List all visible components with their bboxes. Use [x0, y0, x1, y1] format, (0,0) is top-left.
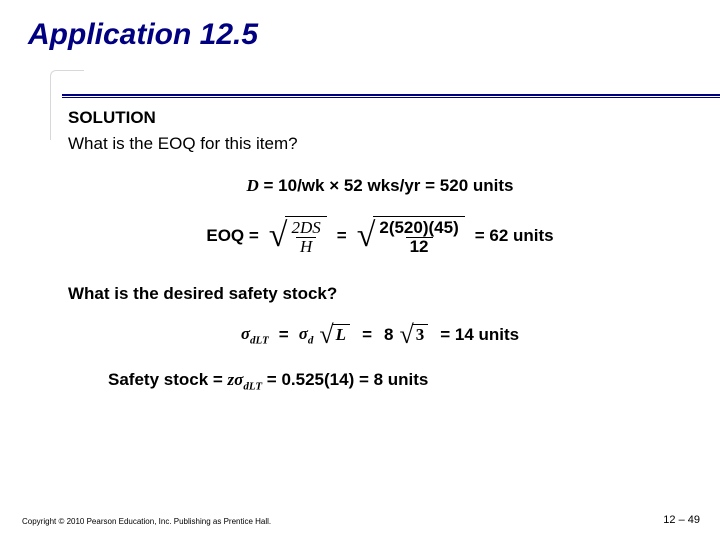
sigma-d: σd [299, 324, 314, 346]
copyright: Copyright © 2010 Pearson Education, Inc.… [22, 517, 271, 526]
L-symbol: L [332, 324, 350, 345]
sigma-symbol: σ [241, 324, 250, 343]
frac1-num: 2DS [289, 219, 322, 237]
horizontal-rule [62, 94, 720, 96]
safety-prefix: Safety stock = [108, 370, 228, 389]
eoq-label: EOQ = [206, 226, 258, 246]
content-region: SOLUTION What is the EOQ for this item? … [68, 108, 692, 500]
slide-title: Application 12.5 [28, 18, 692, 52]
three: 3 [412, 324, 429, 345]
equals-3: = [362, 325, 372, 345]
frac2-den: 12 [406, 237, 433, 256]
sigma-equation: σdLT = σd √ L = 8 √ 3 = 14 units [68, 324, 692, 346]
safety-stock-line: Safety stock = zσdLT = 0.525(14) = 8 uni… [68, 370, 692, 392]
sqrt-1: √ 2DS H [269, 216, 327, 256]
sub-dlt: dLT [250, 334, 269, 346]
d-symbol: D [247, 176, 259, 195]
eoq-equation: EOQ = √ 2DS H = √ 2(520)(45) 12 = 62 uni… [68, 216, 692, 256]
fraction-1: 2DS H [289, 219, 322, 256]
frac2-num: 2(520)(45) [377, 219, 460, 237]
d-rest: = 10/wk × 52 wks/yr = 520 units [259, 176, 514, 195]
sqrt-3: √ 3 [399, 324, 428, 345]
title-region: Application 12.5 [0, 0, 720, 58]
sigma-symbol: σ [299, 324, 308, 343]
equals-1: = [337, 226, 347, 246]
question-2: What is the desired safety stock? [68, 284, 692, 304]
demand-equation: D = 10/wk × 52 wks/yr = 520 units [68, 176, 692, 196]
page-number: 12 – 49 [663, 514, 700, 526]
frac1-den: H [296, 237, 316, 256]
equals-2: = [279, 325, 289, 345]
eight: 8 [384, 325, 393, 345]
question-1: What is the EOQ for this item? [68, 134, 692, 154]
sub-dlt-2: dLT [243, 380, 262, 392]
sigma-symbol-2: σ [234, 370, 243, 389]
solution-label: SOLUTION [68, 108, 692, 128]
fraction-2: 2(520)(45) 12 [377, 219, 460, 256]
safety-rest: = 0.525(14) = 8 units [262, 370, 428, 389]
eoq-result: = 62 units [475, 226, 554, 246]
sub-d: d [308, 334, 314, 346]
sigma-result: = 14 units [440, 325, 519, 345]
sqrt-L: √ L [319, 324, 350, 345]
sigma-dlt: σdLT [241, 324, 269, 346]
sqrt-2: √ 2(520)(45) 12 [357, 216, 465, 256]
